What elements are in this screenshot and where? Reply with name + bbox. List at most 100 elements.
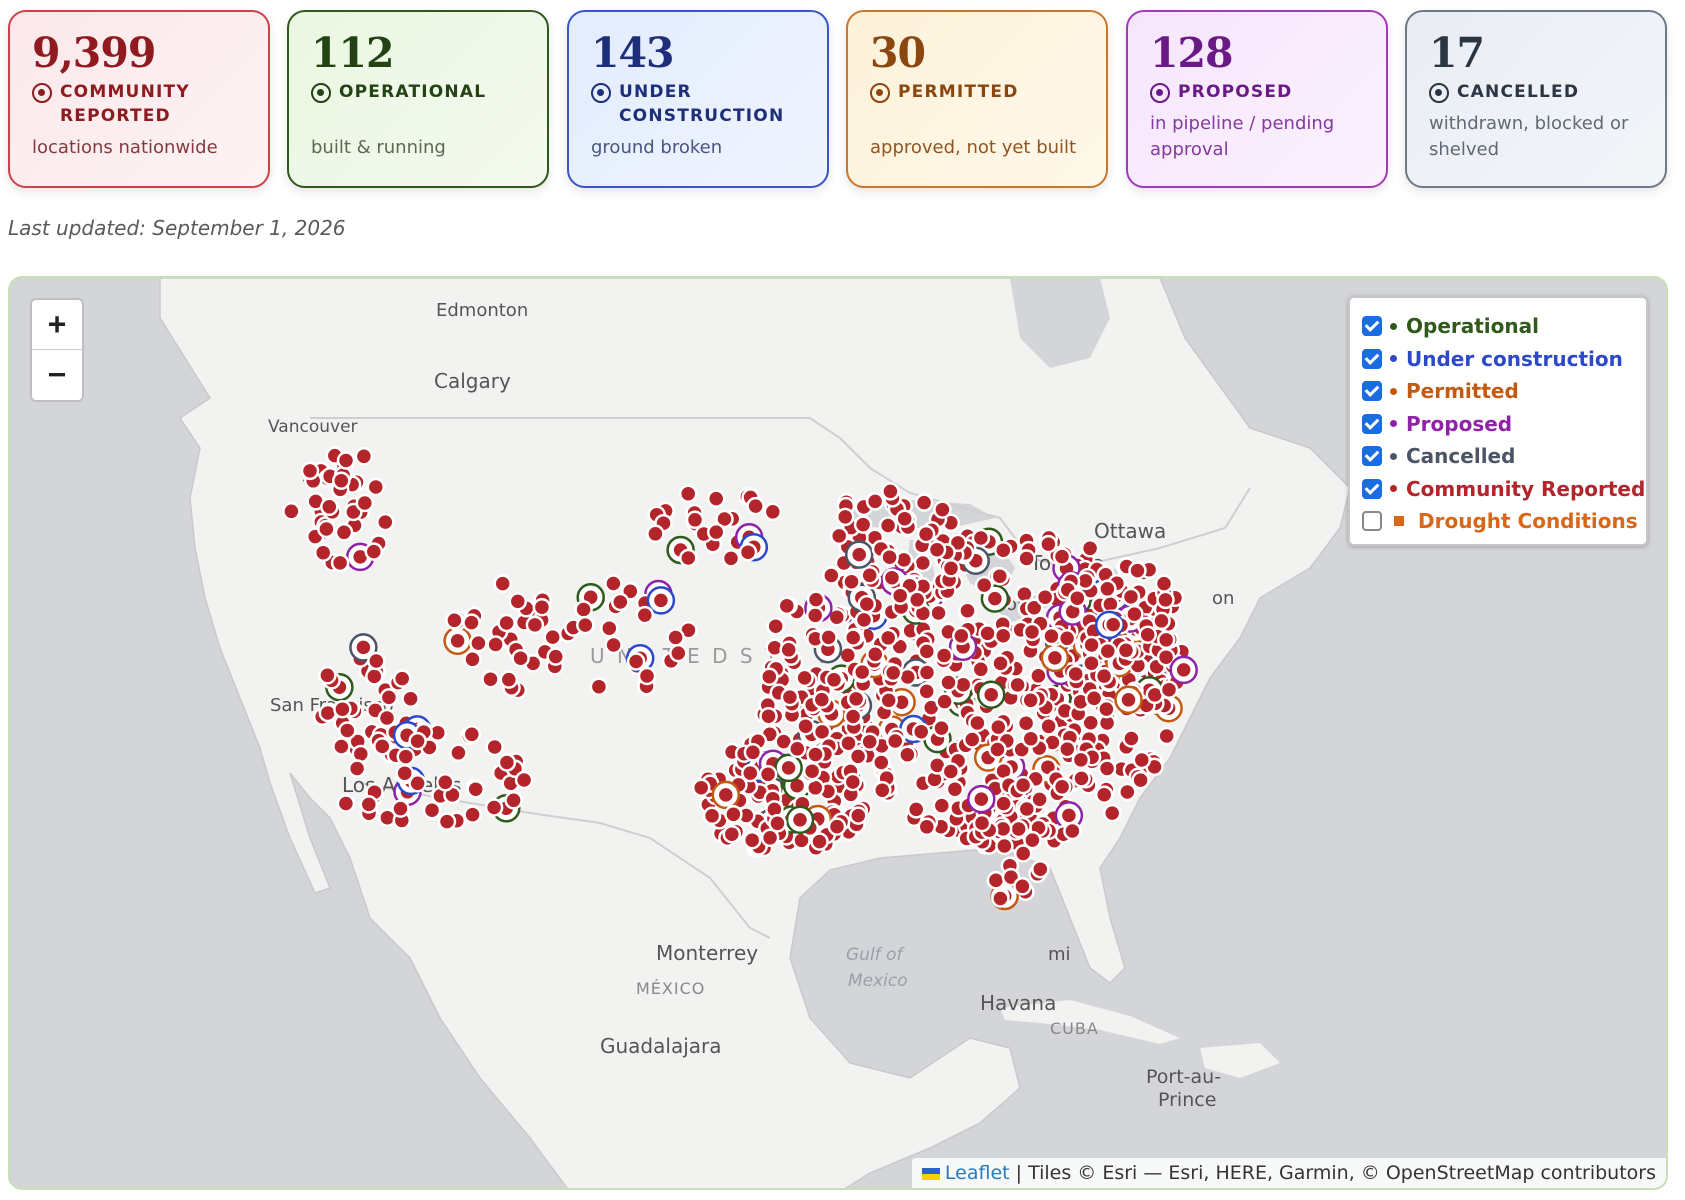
community-report-marker[interactable] [336, 794, 356, 813]
community-report-marker[interactable] [651, 591, 671, 610]
community-report-marker[interactable] [1039, 717, 1058, 736]
community-report-marker[interactable] [933, 500, 952, 519]
community-report-marker[interactable] [768, 814, 787, 833]
community-report-marker[interactable] [497, 753, 517, 772]
community-report-marker[interactable] [722, 824, 742, 844]
community-report-marker[interactable] [829, 526, 849, 546]
community-report-marker[interactable] [991, 889, 1010, 908]
legend-checkbox[interactable] [1362, 348, 1382, 369]
community-report-marker[interactable] [330, 553, 350, 573]
community-report-marker[interactable] [842, 572, 861, 591]
community-report-marker[interactable] [843, 772, 863, 792]
community-report-marker[interactable] [971, 528, 991, 548]
legend-row-operational[interactable]: Operational [1362, 310, 1632, 343]
community-report-marker[interactable] [872, 753, 891, 772]
community-report-marker[interactable] [508, 592, 528, 611]
community-report-marker[interactable] [873, 780, 892, 800]
community-report-marker[interactable] [941, 559, 961, 578]
community-report-marker[interactable] [691, 778, 711, 797]
community-report-marker[interactable] [917, 642, 937, 661]
community-report-marker[interactable] [604, 574, 623, 593]
community-report-marker[interactable] [935, 692, 954, 711]
community-report-marker[interactable] [1017, 549, 1036, 568]
community-report-marker[interactable] [646, 524, 665, 544]
legend-checkbox[interactable] [1362, 478, 1382, 499]
community-report-marker[interactable] [985, 589, 1005, 608]
community-report-marker[interactable] [906, 800, 926, 819]
community-report-marker[interactable] [543, 627, 562, 647]
community-report-marker[interactable] [741, 763, 760, 783]
community-report-marker[interactable] [1016, 713, 1036, 733]
community-report-marker[interactable] [1098, 579, 1117, 599]
community-report-marker[interactable] [883, 663, 903, 683]
community-report-marker[interactable] [978, 624, 997, 643]
legend-row-permitted[interactable]: Permitted [1362, 375, 1632, 408]
community-report-marker[interactable] [780, 687, 800, 707]
community-report-marker[interactable] [1071, 750, 1091, 770]
community-report-marker[interactable] [678, 484, 698, 503]
community-report-marker[interactable] [913, 553, 933, 573]
community-report-marker[interactable] [742, 830, 762, 850]
community-report-marker[interactable] [574, 600, 593, 619]
community-report-marker[interactable] [857, 594, 877, 614]
community-report-marker[interactable] [332, 471, 351, 490]
community-report-marker[interactable] [1154, 574, 1174, 593]
community-report-marker[interactable] [1009, 819, 1028, 839]
community-report-marker[interactable] [499, 670, 519, 689]
community-report-marker[interactable] [1159, 680, 1179, 699]
community-report-marker[interactable] [706, 489, 726, 508]
community-report-marker[interactable] [990, 566, 1010, 586]
community-report-marker[interactable] [849, 806, 868, 825]
community-report-marker[interactable] [759, 706, 778, 726]
community-report-marker[interactable] [932, 718, 951, 738]
community-report-marker[interactable] [1102, 803, 1122, 823]
community-report-marker[interactable] [1066, 664, 1085, 684]
community-report-marker[interactable] [760, 667, 779, 686]
community-report-marker[interactable] [511, 648, 530, 668]
community-report-marker[interactable] [1080, 539, 1100, 558]
community-report-marker[interactable] [666, 628, 685, 647]
legend-checkbox[interactable] [1362, 316, 1382, 337]
community-report-marker[interactable] [504, 791, 523, 810]
community-report-marker[interactable] [497, 613, 516, 633]
community-report-marker[interactable] [395, 763, 414, 783]
community-report-marker[interactable] [1068, 588, 1087, 608]
zoom-in-button[interactable]: + [47, 307, 67, 342]
community-report-marker[interactable] [1045, 648, 1065, 668]
community-report-marker[interactable] [1029, 666, 1048, 686]
community-report-marker[interactable] [882, 568, 902, 587]
community-report-marker[interactable] [812, 690, 832, 709]
community-report-marker[interactable] [994, 794, 1013, 813]
community-report-marker[interactable] [953, 675, 973, 694]
community-report-marker[interactable] [437, 812, 457, 831]
community-report-marker[interactable] [854, 610, 874, 630]
community-report-marker[interactable] [313, 543, 333, 562]
community-report-marker[interactable] [1035, 587, 1055, 607]
community-report-marker[interactable] [917, 663, 937, 682]
community-report-marker[interactable] [1121, 587, 1141, 607]
community-report-marker[interactable] [802, 761, 822, 781]
community-report-marker[interactable] [436, 773, 455, 792]
community-report-marker[interactable] [336, 451, 356, 470]
community-report-marker[interactable] [766, 616, 785, 636]
community-report-marker[interactable] [995, 836, 1014, 856]
community-report-marker[interactable] [758, 765, 778, 784]
community-report-marker[interactable] [366, 477, 386, 497]
community-report-marker[interactable] [1098, 641, 1118, 661]
community-report-marker[interactable] [1152, 611, 1171, 631]
community-report-marker[interactable] [853, 515, 873, 534]
community-report-marker[interactable] [934, 646, 954, 665]
community-report-marker[interactable] [1042, 626, 1061, 646]
map-panel[interactable]: Edmonton Calgary Vancouver Se San Franci… [8, 276, 1668, 1190]
community-report-marker[interactable] [907, 590, 927, 610]
community-report-marker[interactable] [968, 713, 987, 733]
community-report-marker[interactable] [706, 522, 726, 542]
community-report-marker[interactable] [466, 779, 485, 799]
community-report-marker[interactable] [849, 545, 869, 564]
community-report-marker[interactable] [958, 601, 977, 620]
community-report-marker[interactable] [525, 615, 545, 635]
community-report-marker[interactable] [481, 669, 500, 689]
community-report-marker[interactable] [1063, 821, 1082, 841]
community-report-marker[interactable] [835, 507, 855, 527]
community-report-marker[interactable] [981, 685, 1001, 704]
